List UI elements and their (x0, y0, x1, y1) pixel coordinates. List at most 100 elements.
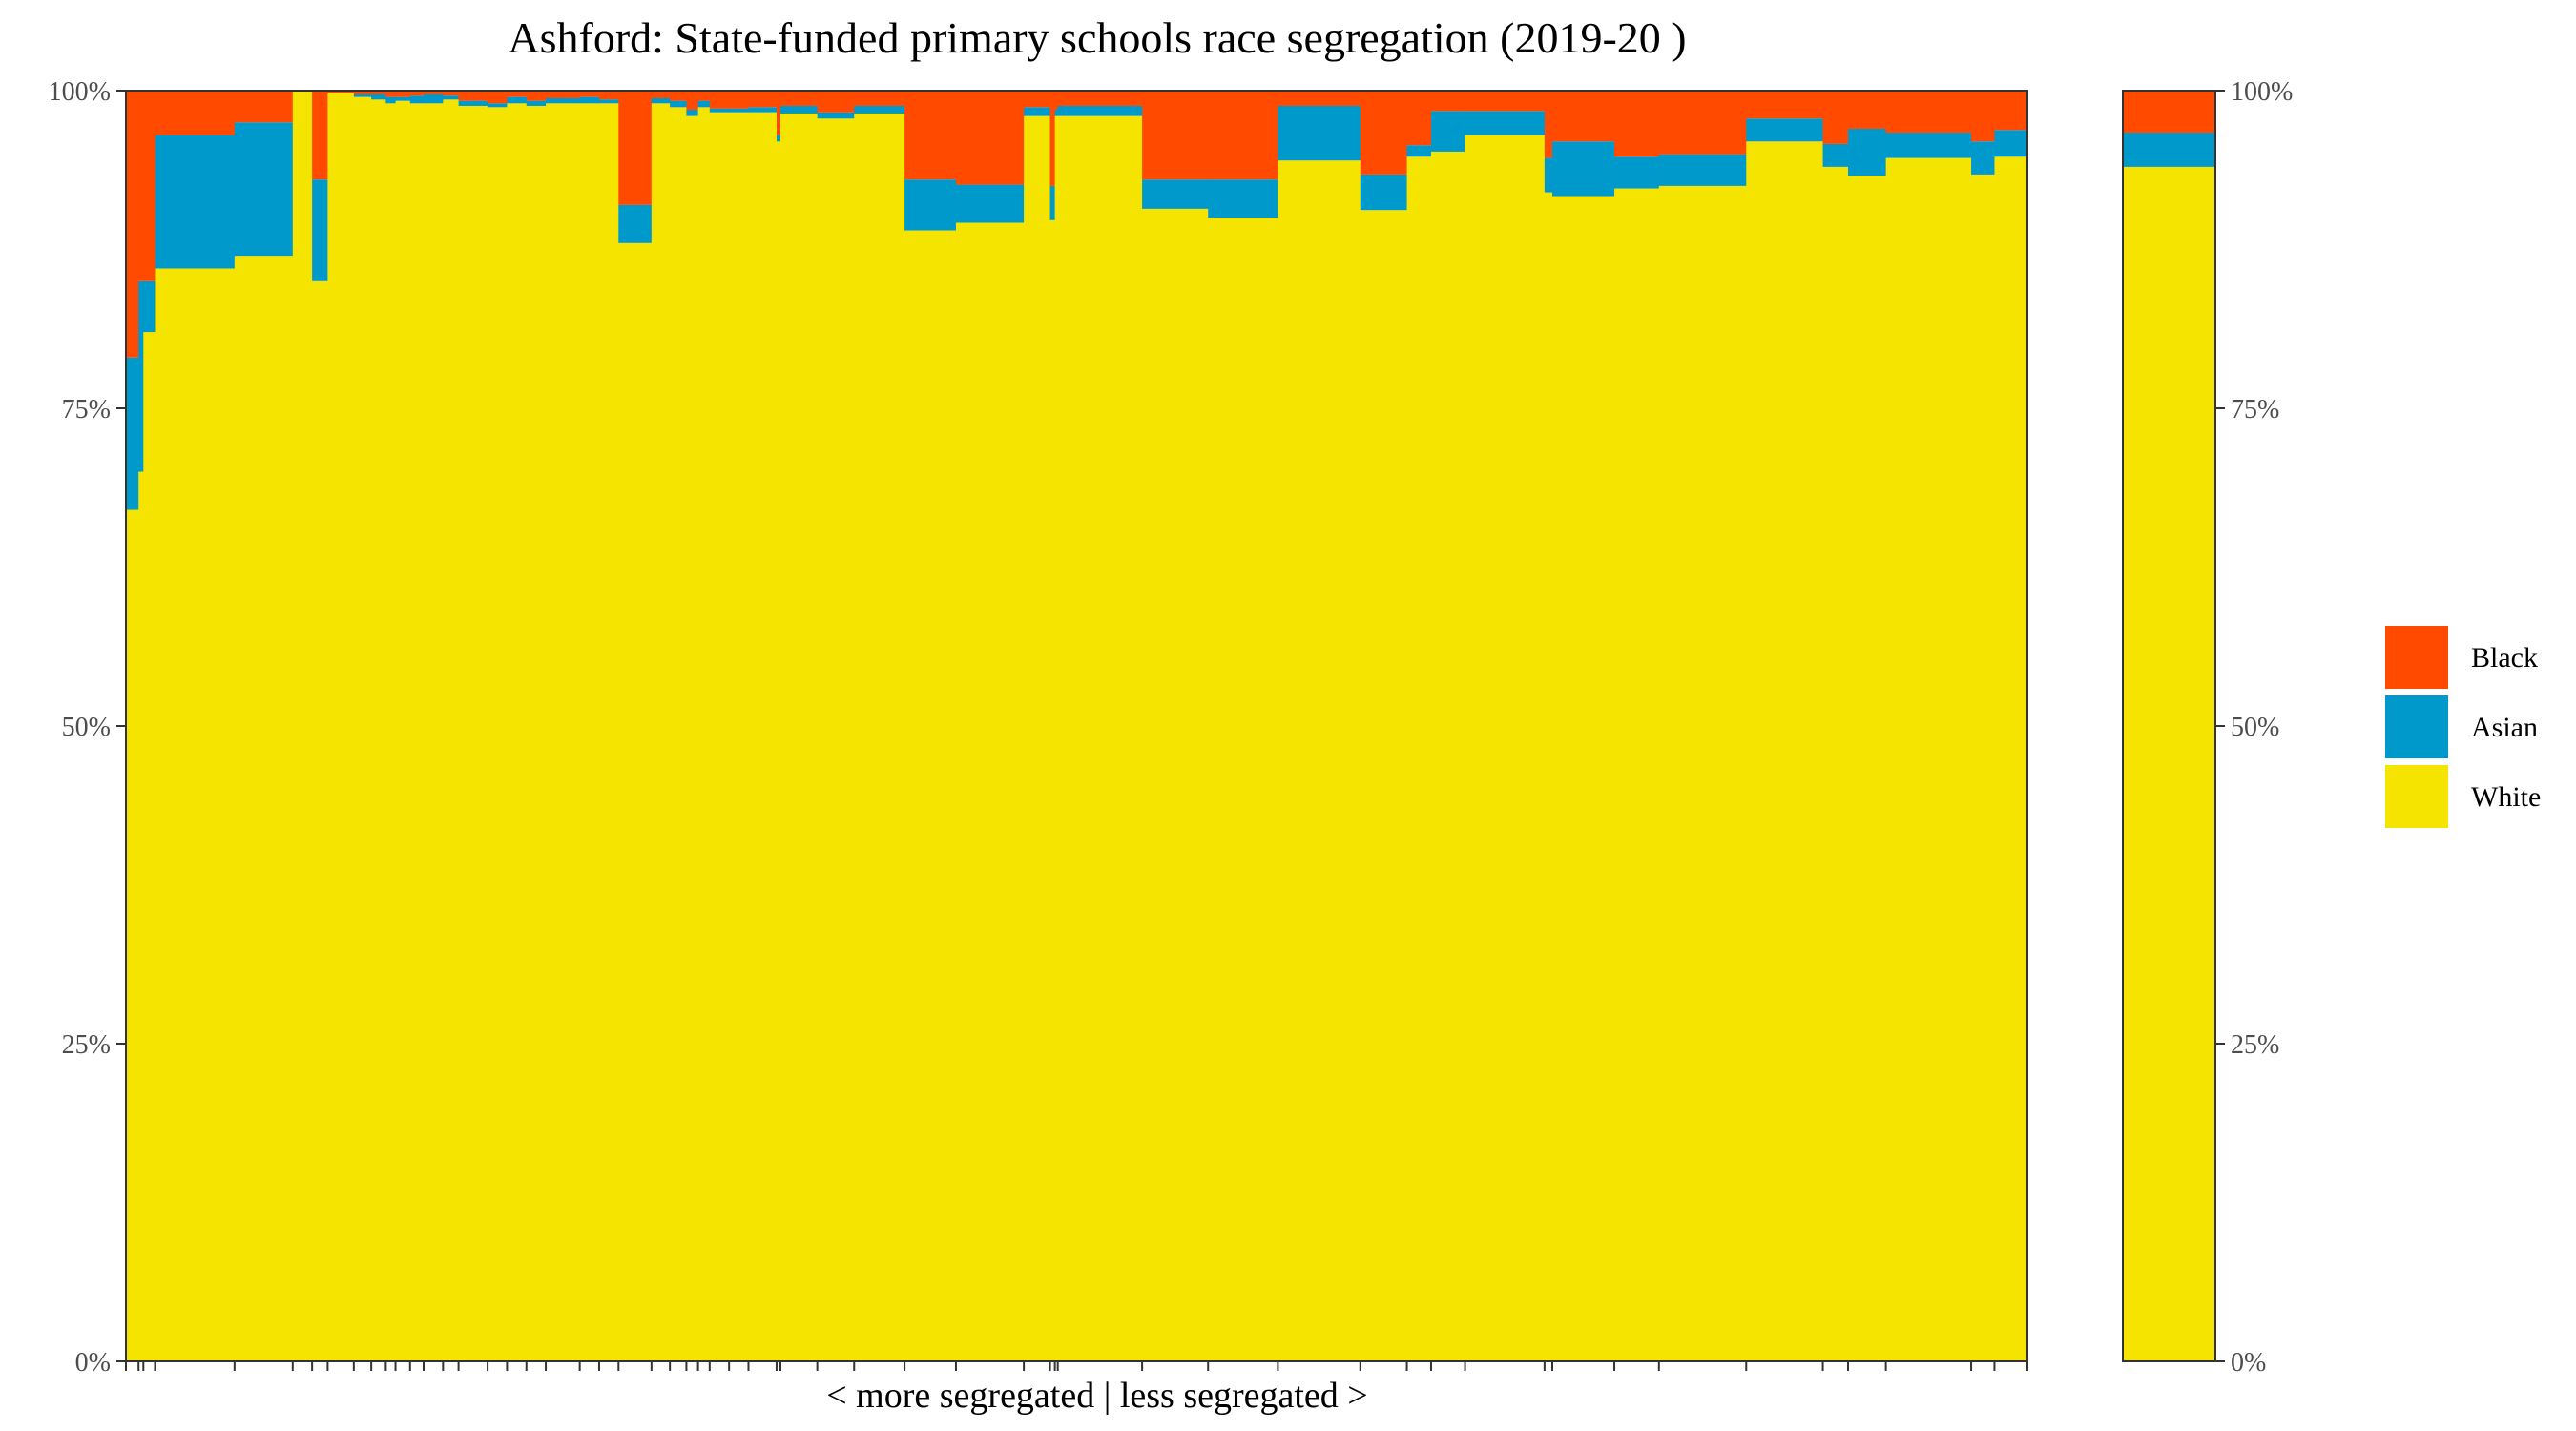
bar-segment-asian (651, 97, 671, 104)
y-tick-label-right: 75% (2231, 395, 2279, 425)
bar-segment-asian (709, 108, 730, 113)
bar-segment-black (1994, 91, 2028, 131)
bar-segment-white (1465, 135, 1546, 1361)
school-bar (1054, 91, 1059, 1361)
bar-segment-asian (854, 105, 905, 114)
bar-segment-white (697, 107, 711, 1362)
bar-segment-asian (1822, 143, 1849, 167)
bar-segment-black (1208, 91, 1278, 180)
bar-segment-white (1406, 156, 1432, 1361)
bar-segment-asian (1057, 105, 1143, 116)
bar-segment-white (371, 99, 386, 1362)
bar-segment-white (1971, 174, 1996, 1361)
bar-segment-white (443, 99, 460, 1362)
bar-segment-white (1142, 208, 1209, 1361)
bar-segment-asian (1430, 111, 1466, 152)
school-bar (1847, 91, 1887, 1362)
school-bar (155, 91, 236, 1362)
school-bar (709, 91, 730, 1361)
bar-segment-white (1054, 115, 1059, 1361)
bar-segment-black (651, 91, 671, 98)
bar-segment-white (729, 112, 750, 1361)
bar-segment-asian (1994, 130, 2028, 157)
bar-segment-white (709, 112, 730, 1361)
bar-segment-asian (686, 109, 699, 116)
school-bar (458, 91, 488, 1362)
bar-segment-asian (507, 96, 528, 104)
school-bar (395, 91, 411, 1361)
school-bar (817, 91, 855, 1361)
bar-segment-asian (1971, 141, 1996, 175)
bar-segment-asian (138, 280, 144, 472)
bar-segment-white (780, 113, 819, 1362)
bar-segment-black (526, 91, 547, 101)
legend-label-black: Black (2471, 642, 2538, 674)
school-bar (546, 91, 581, 1362)
bar-segment-black (854, 91, 905, 106)
overall-segment-white (2123, 166, 2215, 1361)
bar-segment-asian (598, 99, 619, 104)
bar-segment-asian (729, 108, 750, 113)
school-bar (292, 91, 313, 1361)
bar-segment-black (409, 91, 425, 96)
y-tick-label-left: 50% (62, 713, 111, 742)
bar-segment-asian (1746, 118, 1824, 142)
bar-segment-white (1658, 185, 1747, 1361)
school-bar (143, 91, 156, 1362)
bar-segment-asian (353, 94, 372, 97)
bar-segment-asian (424, 94, 444, 104)
bar-segment-black (1971, 91, 1996, 142)
bar-segment-asian (488, 103, 509, 108)
school-bar (1544, 91, 1553, 1361)
bar-segment-asian (1142, 179, 1209, 209)
bar-segment-black (729, 91, 750, 109)
bar-segment-asian (817, 112, 855, 119)
bar-segment-black (234, 91, 294, 123)
bar-segment-white (126, 509, 139, 1361)
bar-segment-asian (409, 95, 425, 104)
school-bar (1024, 91, 1051, 1361)
bar-segment-white (409, 103, 425, 1362)
school-bar (955, 91, 1025, 1361)
bar-segment-white (1847, 176, 1887, 1362)
bar-segment-asian (1847, 128, 1887, 176)
bar-segment-black (371, 91, 386, 94)
school-bar (670, 91, 688, 1362)
bar-segment-asian (1208, 179, 1278, 218)
school-bar (1822, 91, 1849, 1361)
overall-segment-black (2123, 91, 2215, 133)
school-bar (443, 91, 460, 1362)
bar-segment-white (579, 103, 600, 1362)
bar-segment-black (458, 91, 488, 101)
bar-segment-asian (780, 105, 819, 114)
overall-segment-asian (2123, 132, 2215, 167)
y-tick-label-right: 25% (2231, 1030, 2279, 1060)
school-bar (424, 91, 444, 1362)
school-bar (904, 91, 957, 1361)
school-bar (526, 91, 547, 1362)
bar-segment-white (854, 113, 905, 1362)
bar-segment-asian (1614, 156, 1660, 189)
bar-segment-white (1278, 160, 1361, 1361)
school-bar (409, 91, 425, 1362)
bar-segment-asian (776, 135, 781, 142)
bar-segment-asian (234, 122, 294, 257)
bar-segment-black (1746, 91, 1824, 119)
bar-segment-black (507, 91, 528, 97)
bar-segment-asian (579, 96, 600, 104)
bar-segment-white (327, 93, 355, 1361)
bar-segment-black (776, 91, 781, 135)
bar-segment-white (1614, 188, 1660, 1361)
bar-segment-white (1430, 151, 1466, 1362)
bar-segment-asian (371, 94, 386, 100)
bar-segment-black (1614, 91, 1660, 157)
y-axis-right: 0% 25% 50% 75% 100% (2215, 77, 2293, 1378)
bar-segment-white (138, 471, 144, 1362)
bar-segment-asian (443, 95, 460, 100)
bar-segment-white (353, 96, 372, 1361)
bar-segment-white (651, 103, 671, 1362)
bar-segment-black (1024, 91, 1051, 108)
school-bar (234, 91, 294, 1361)
bar-segment-black (670, 91, 688, 101)
